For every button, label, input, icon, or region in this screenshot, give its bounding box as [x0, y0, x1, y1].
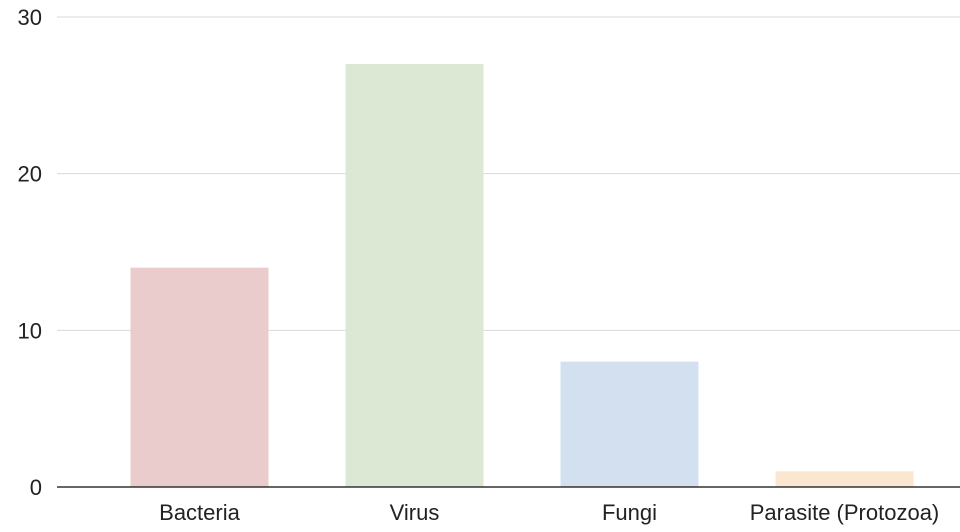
x-category-label: Parasite (Protozoa) — [750, 500, 940, 525]
x-category-label: Bacteria — [159, 500, 240, 525]
y-tick-label: 10 — [18, 318, 42, 343]
bar-bacteria — [131, 268, 269, 487]
bar-parasite-protozoa — [776, 471, 914, 487]
x-axis-labels: Bacteria Virus Fungi Parasite (Protozoa) — [159, 500, 939, 525]
y-tick-label: 20 — [18, 162, 42, 187]
bars — [131, 64, 914, 487]
x-category-label: Fungi — [602, 500, 657, 525]
y-tick-label: 0 — [30, 475, 42, 500]
y-axis-ticks: 0 10 20 30 — [18, 5, 42, 500]
bar-virus — [346, 64, 484, 487]
x-category-label: Virus — [390, 500, 440, 525]
y-tick-label: 30 — [18, 5, 42, 30]
bar-fungi — [561, 362, 699, 487]
